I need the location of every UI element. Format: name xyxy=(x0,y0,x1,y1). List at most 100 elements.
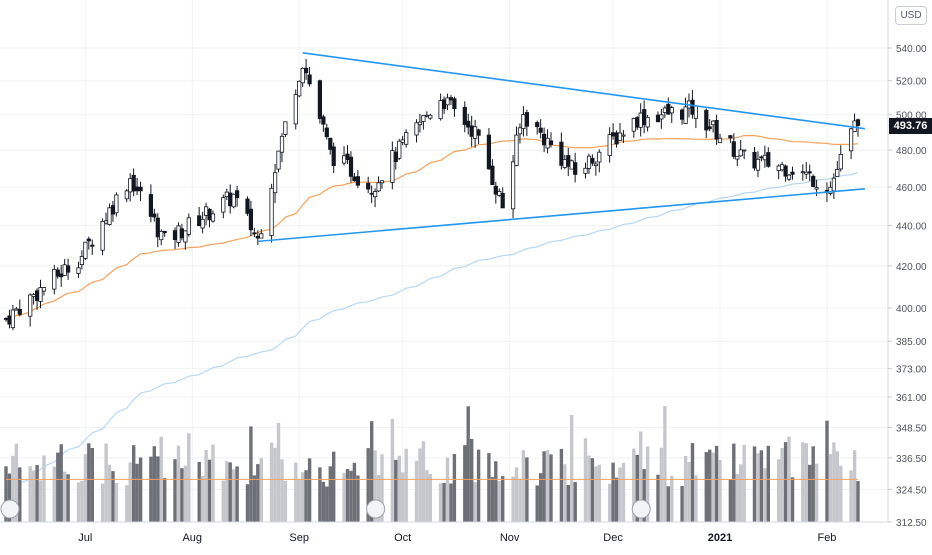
candle-body xyxy=(152,213,157,218)
candle-body xyxy=(642,109,647,126)
candle-body xyxy=(497,190,502,196)
candle-body xyxy=(441,99,447,110)
candle-body xyxy=(210,213,216,222)
candle-body xyxy=(593,163,599,167)
candle-body xyxy=(159,230,164,241)
volume-bar xyxy=(376,474,381,522)
volume-bar xyxy=(138,457,143,522)
candle-body xyxy=(445,97,450,106)
volume-bar xyxy=(639,431,643,522)
price-tick-label: 480.00 xyxy=(896,146,927,157)
candle-body xyxy=(200,218,205,229)
candle-body xyxy=(297,80,302,97)
volume-bar xyxy=(252,475,257,522)
price-axis: 540.00 520.00 500.00 480.00 460.00 440.00 420.… xyxy=(0,0,927,529)
candle-body xyxy=(348,156,354,177)
event-marker-icon xyxy=(366,499,386,519)
volume-bar xyxy=(438,483,443,522)
volume-bar xyxy=(670,475,674,522)
candle-body xyxy=(52,268,57,290)
candle-body xyxy=(3,317,9,320)
candle-body xyxy=(617,132,623,141)
candle-body xyxy=(490,165,495,186)
volume-bar xyxy=(442,482,446,522)
volume-bar xyxy=(321,481,326,522)
candle-body xyxy=(780,164,785,171)
volume-bar xyxy=(680,486,684,522)
candle-body xyxy=(207,208,212,221)
trendline-upper xyxy=(302,52,866,130)
candle-body xyxy=(521,114,526,129)
volume-bar xyxy=(704,452,708,522)
candle-body xyxy=(86,238,91,242)
candle-body xyxy=(7,315,12,325)
price-tick-label: 336.50 xyxy=(896,454,927,465)
volume-bar xyxy=(225,461,229,522)
candle-body xyxy=(493,185,498,195)
candle-body xyxy=(811,175,816,187)
candle-body xyxy=(107,207,112,225)
candle-body xyxy=(131,174,136,192)
volume-bar xyxy=(583,438,588,522)
candle-body xyxy=(197,215,202,227)
candle-body xyxy=(366,182,371,190)
volume-bar xyxy=(273,447,277,522)
candle-body xyxy=(421,115,426,122)
candle-body xyxy=(283,121,288,135)
candle-body xyxy=(514,134,519,166)
candle-body xyxy=(807,171,812,174)
candle-body xyxy=(786,174,792,180)
volume-bar xyxy=(694,475,698,522)
volume-bar xyxy=(635,455,639,522)
volume-bar xyxy=(852,450,857,522)
volume-bar xyxy=(249,426,253,522)
candle-body xyxy=(224,191,229,198)
candle-body xyxy=(424,114,430,117)
candle-body xyxy=(317,80,323,119)
candle-body xyxy=(759,156,764,159)
candle-body xyxy=(662,107,668,113)
volume-bar xyxy=(545,450,550,522)
candle-body xyxy=(428,114,433,119)
candle-body xyxy=(790,171,795,175)
volume-bar xyxy=(494,461,498,522)
candle-body xyxy=(221,197,226,213)
volume-bar xyxy=(414,461,419,522)
candle-body xyxy=(728,135,733,139)
candle-body xyxy=(376,182,381,192)
candle-body xyxy=(735,155,740,160)
candle-body xyxy=(393,151,398,163)
volume-bar xyxy=(763,468,767,522)
volume-bar xyxy=(501,476,505,522)
time-tick-label: 2021 xyxy=(708,532,732,544)
candle-body xyxy=(138,186,143,192)
candle-body xyxy=(476,129,481,136)
event-marker-icon xyxy=(631,499,651,519)
candle-body xyxy=(83,241,88,259)
price-tick-label: 440.00 xyxy=(896,221,927,232)
currency-badge[interactable]: USD xyxy=(895,6,927,25)
time-tick-label: Jul xyxy=(78,532,92,544)
volume-bar xyxy=(611,462,615,522)
volume-bar xyxy=(687,462,691,522)
volume-bar xyxy=(497,481,501,522)
candle-body xyxy=(28,294,33,317)
candle-body xyxy=(835,168,840,177)
candle-body xyxy=(259,233,264,239)
candle-body xyxy=(203,206,209,216)
volume-bar xyxy=(211,444,215,522)
volume-bar xyxy=(690,443,695,522)
volume-bar xyxy=(735,474,739,522)
candle-body xyxy=(597,151,602,163)
volume-bar xyxy=(656,474,660,522)
candle-body xyxy=(666,103,671,115)
volume-bar xyxy=(373,450,377,522)
volume-bar xyxy=(235,466,239,522)
candle-body xyxy=(714,120,719,140)
volume-bar xyxy=(245,484,250,522)
volume-bar xyxy=(535,485,539,522)
volume-bar xyxy=(728,479,733,522)
volume-bar xyxy=(114,483,119,522)
price-tick-label: 373.00 xyxy=(896,365,927,376)
